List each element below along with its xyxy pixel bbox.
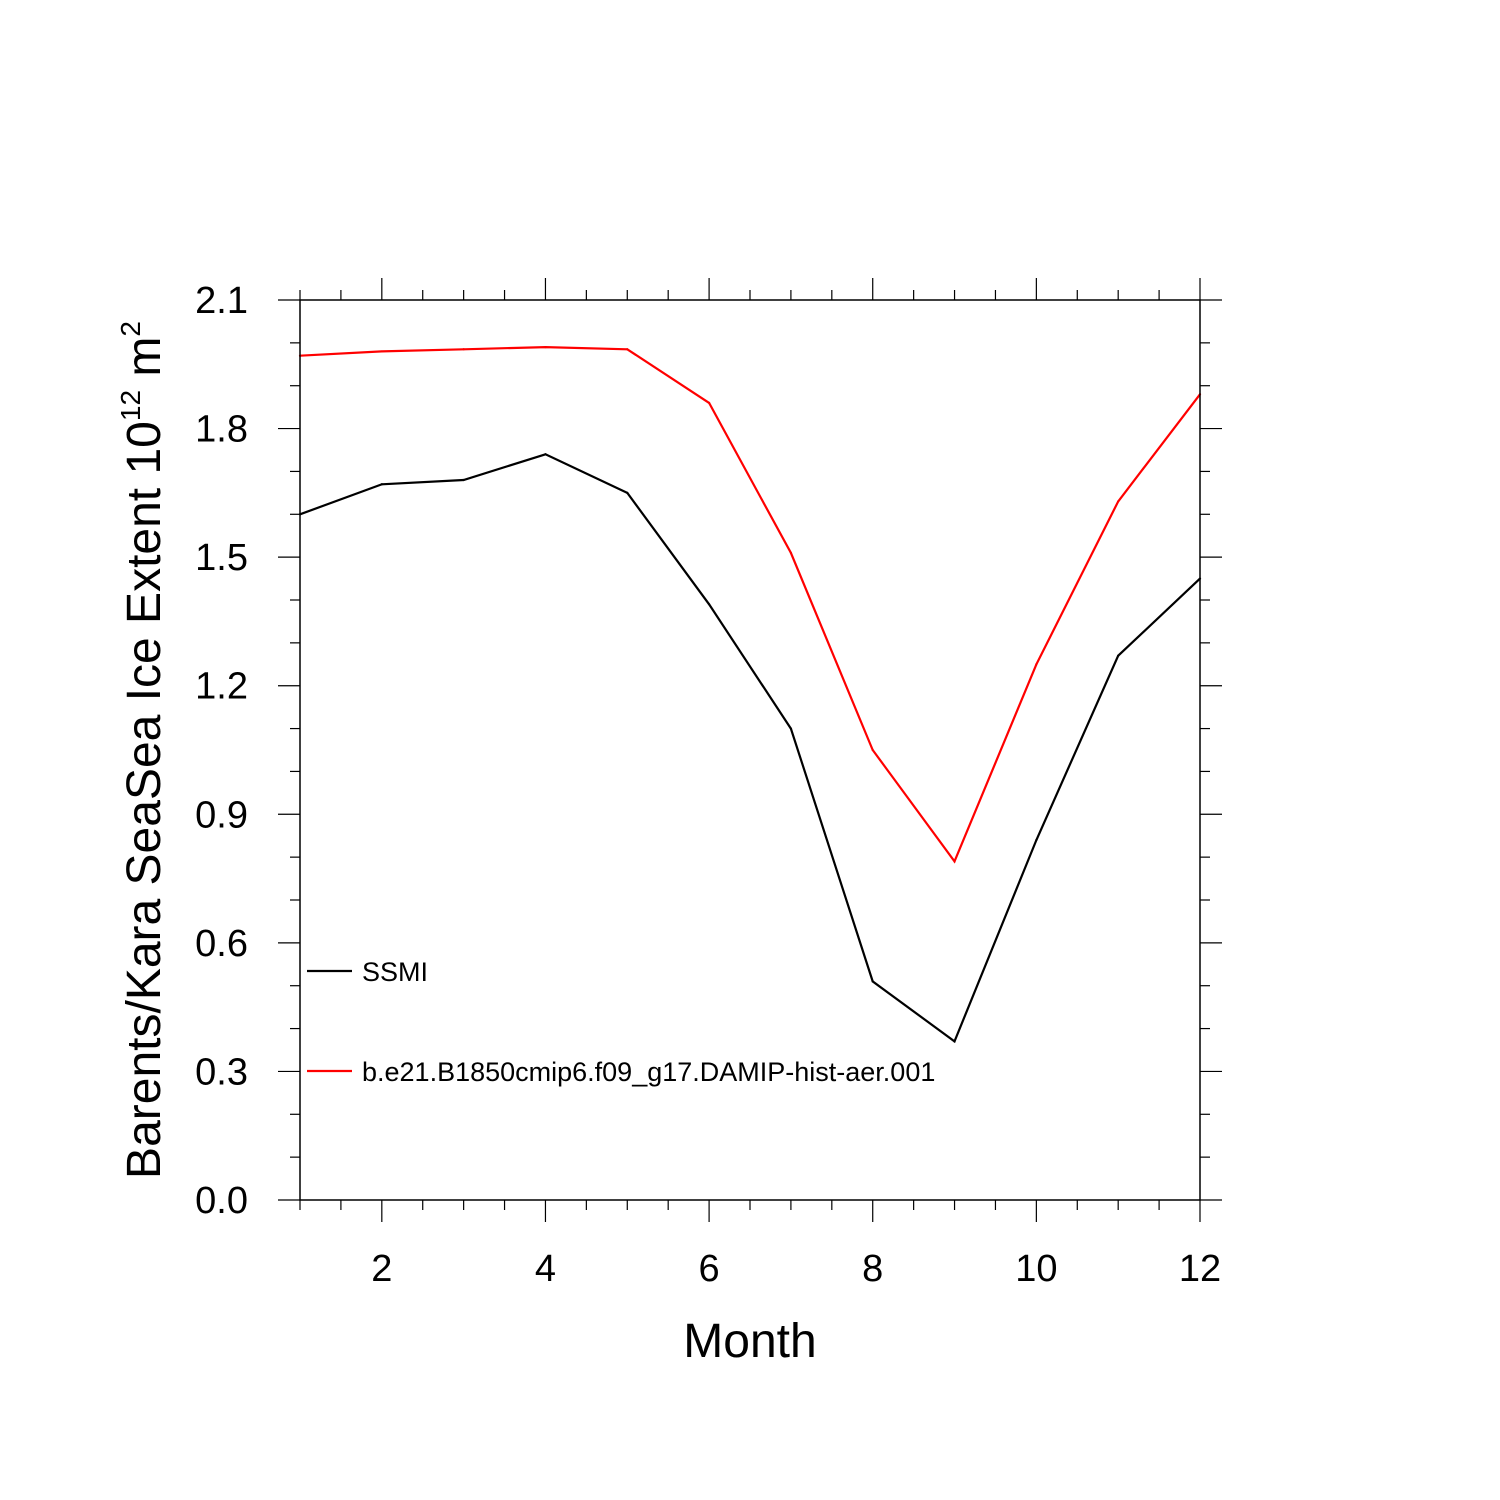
legend: SSMI b.e21.B1850cmip6.f09_g17.DAMIP-hist-…	[307, 957, 935, 1087]
data-point	[707, 401, 711, 404]
y-tick-label: 1.2	[195, 666, 248, 708]
legend-label-1: SSMI	[362, 957, 428, 987]
data-point	[953, 1040, 956, 1043]
data-point	[380, 483, 383, 486]
data-point	[1117, 654, 1120, 657]
data-point	[544, 453, 547, 456]
series-line-1	[299, 453, 1201, 1044]
x-tick-label: 2	[371, 1248, 392, 1290]
data-point	[1035, 838, 1038, 842]
data-point	[789, 551, 793, 554]
series-line-2	[299, 345, 1201, 864]
data-point	[871, 748, 874, 752]
data-point	[544, 346, 547, 349]
plot-frame	[299, 299, 1201, 1201]
data-point	[1117, 500, 1120, 503]
y-tick-label: 2.1	[195, 280, 248, 322]
axis-ticks	[278, 278, 1222, 1222]
y-axis-title-exponent: 12	[115, 390, 146, 421]
y-tick-label: 0.9	[195, 794, 248, 836]
data-point	[462, 478, 465, 482]
x-tick-label: 4	[535, 1248, 556, 1290]
x-tick-label: 6	[699, 1248, 720, 1290]
x-tick-label: 8	[862, 1248, 883, 1290]
series-layer	[298, 345, 1202, 1044]
tick-labels: 2 4 6 8 10 12 0.0 0.3 0.6 0.9 1.2 1.5 1.8 2.1	[195, 280, 1221, 1290]
data-point	[626, 348, 629, 351]
y-axis-title-main: Barents/Kara SeaSea Ice Extent 10	[118, 421, 171, 1179]
data-point	[789, 727, 793, 730]
y-tick-label: 1.8	[195, 409, 248, 451]
y-tick-label: 0.3	[195, 1051, 248, 1093]
data-point	[707, 603, 711, 606]
x-tick-label: 12	[1179, 1248, 1221, 1290]
data-point	[462, 348, 465, 351]
y-axis-title-unit: m	[118, 337, 171, 390]
data-point	[1035, 663, 1038, 666]
y-tick-label: 0.6	[195, 923, 248, 965]
data-point	[380, 350, 383, 353]
x-tick-label: 10	[1015, 1248, 1057, 1290]
data-point	[953, 860, 956, 863]
data-point	[626, 491, 629, 494]
y-axis-title-unit-exponent: 2	[115, 321, 146, 337]
x-axis-title: Month	[683, 1315, 816, 1368]
svg-text:Barents/Kara SeaSea Ice Extent: Barents/Kara SeaSea Ice Extent 1012 m2	[115, 321, 171, 1179]
y-axis-title: Barents/Kara SeaSea Ice Extent 1012 m2	[115, 321, 171, 1179]
y-tick-label: 1.5	[195, 537, 248, 579]
data-point	[871, 980, 874, 983]
legend-label-2: b.e21.B1850cmip6.f09_g17.DAMIP-hist-aer.…	[362, 1057, 935, 1087]
y-tick-label: 0.0	[195, 1180, 248, 1222]
